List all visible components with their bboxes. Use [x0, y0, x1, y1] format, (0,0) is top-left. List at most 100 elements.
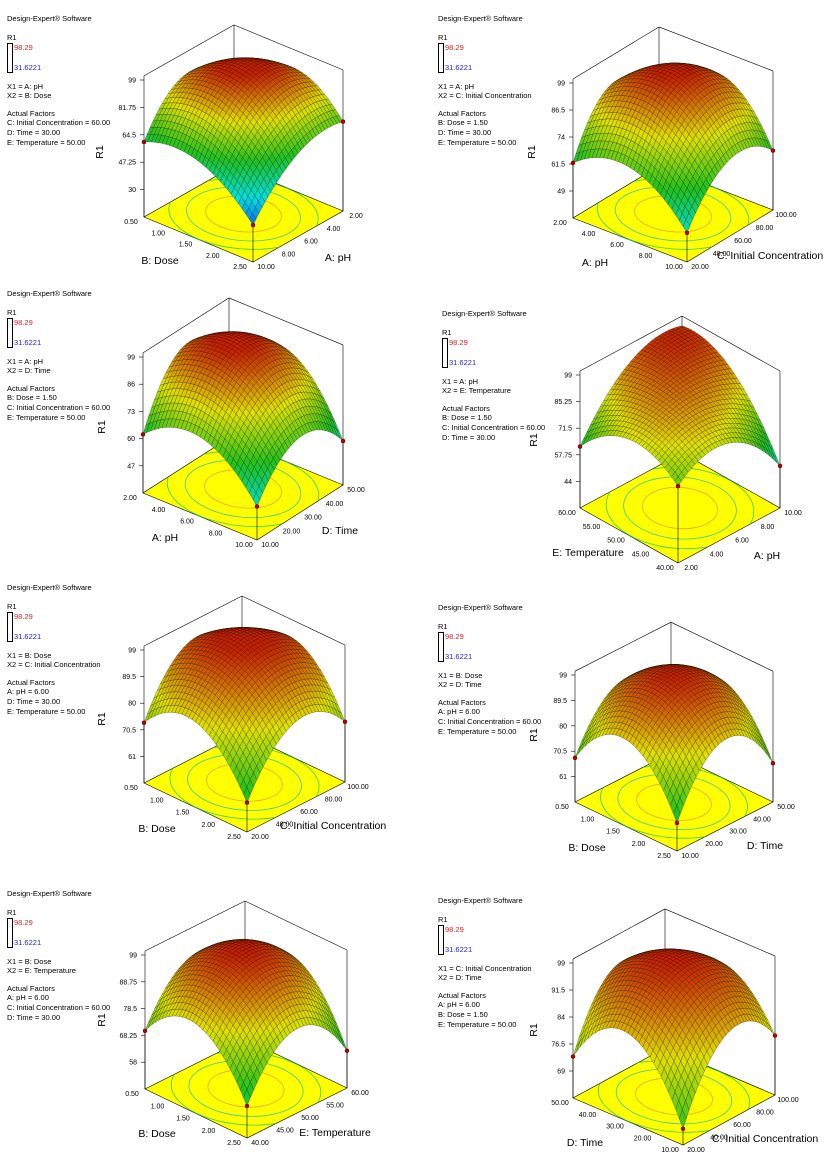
- z-tick-label: 49: [557, 189, 565, 196]
- design-point-marker: [341, 439, 345, 443]
- z-axis-label: R1: [528, 433, 540, 447]
- left-axis-label: A: pH: [582, 257, 608, 269]
- z-tick-label: 99: [127, 355, 135, 362]
- right-axis-label: A: pH: [325, 252, 351, 264]
- design-point-marker: [578, 445, 582, 449]
- right-axis-tick-label: 2.00: [684, 565, 698, 572]
- z-axis-label: R1: [96, 420, 108, 434]
- left-axis-tick-label: 1.50: [176, 810, 190, 817]
- left-axis-tick-label: 8.00: [209, 530, 223, 537]
- design-point-marker: [343, 720, 347, 724]
- design-point-marker: [676, 484, 680, 488]
- left-axis-tick-label: 55.00: [583, 524, 601, 531]
- right-axis-tick-label: 80.00: [756, 225, 774, 232]
- z-tick-label: 60: [127, 436, 135, 443]
- right-axis-tick-label: 10.00: [784, 510, 802, 517]
- left-axis-tick-label: 2.00: [206, 253, 220, 260]
- left-axis-label: B: Dose: [141, 255, 179, 267]
- z-tick-label: 47: [127, 463, 135, 470]
- right-axis-label: C: Initial Concentration: [280, 820, 386, 832]
- left-axis-label: E: Temperature: [552, 547, 624, 559]
- right-axis-tick-label: 4.00: [327, 226, 341, 233]
- right-axis-tick-label: 40.00: [326, 501, 344, 508]
- left-axis-tick-label: 60.00: [558, 510, 576, 517]
- right-axis-tick-label: 100.00: [775, 212, 797, 219]
- z-tick-label: 64.5: [122, 132, 136, 139]
- design-point-marker: [142, 140, 146, 144]
- box-edge: [671, 622, 773, 671]
- left-axis-tick-label: 0.50: [124, 219, 138, 226]
- z-tick-label: 80: [128, 701, 136, 708]
- left-axis-tick-label: 2.00: [201, 822, 215, 829]
- right-axis-tick-label: 8.00: [282, 251, 296, 258]
- z-tick-label: 99: [557, 81, 565, 88]
- surface-plot: 4457.7571.585.259960.0055.0050.0045.0040…: [420, 300, 827, 590]
- box-edge: [575, 622, 671, 671]
- design-point-marker: [142, 721, 146, 725]
- z-tick-label: 85.25: [554, 399, 572, 406]
- left-axis-tick-label: 6.00: [180, 519, 194, 526]
- z-tick-label: 89.5: [122, 674, 136, 681]
- design-point-marker: [255, 505, 259, 509]
- z-tick-label: 47.25: [118, 160, 136, 167]
- z-tick-label: 61.5: [551, 162, 565, 169]
- left-axis-tick-label: 2.00: [553, 220, 567, 227]
- right-axis-tick-label: 50.00: [347, 487, 365, 494]
- z-tick-label: 99: [128, 78, 136, 85]
- left-axis-label: B: Dose: [138, 823, 176, 835]
- design-point-marker: [771, 149, 775, 153]
- left-axis-tick-label: 4.00: [152, 507, 166, 514]
- z-axis-label: R1: [526, 145, 538, 159]
- z-tick-label: 57.75: [554, 452, 572, 459]
- right-axis-label: D: Time: [322, 525, 358, 537]
- design-point-marker: [571, 161, 575, 165]
- left-axis-tick-label: 10.00: [235, 542, 253, 549]
- z-tick-label: 99: [128, 648, 136, 655]
- design-point-marker: [778, 464, 782, 468]
- z-tick-label: 86.5: [551, 108, 565, 115]
- z-axis-label: R1: [96, 712, 108, 726]
- z-tick-label: 86: [127, 382, 135, 389]
- right-axis-label: A: pH: [754, 550, 780, 562]
- right-axis-tick-label: 20.00: [283, 528, 301, 535]
- right-axis-tick-label: 6.00: [304, 239, 318, 246]
- z-tick-label: 74: [557, 135, 565, 142]
- design-point-marker: [251, 223, 255, 227]
- left-axis-tick-label: 2.50: [233, 264, 247, 271]
- left-axis-tick-label: 10.00: [665, 264, 683, 271]
- design-point-marker: [245, 801, 249, 805]
- right-axis-tick-label: 8.00: [761, 524, 775, 531]
- z-tick-label: 70.5: [122, 727, 136, 734]
- z-tick-label: 73: [127, 409, 135, 416]
- right-axis-tick-label: 60.00: [734, 238, 752, 245]
- left-axis-tick-label: 0.50: [124, 785, 138, 792]
- z-tick-label: 44: [564, 479, 572, 486]
- z-tick-label: 30: [128, 187, 136, 194]
- right-axis-tick-label: 10.00: [257, 264, 275, 271]
- right-axis-tick-label: 20.00: [691, 264, 709, 271]
- left-axis-tick-label: 2.00: [123, 495, 137, 502]
- z-tick-label: 61: [128, 754, 136, 761]
- left-axis-label: A: pH: [152, 532, 178, 544]
- left-axis-tick-label: 8.00: [639, 253, 653, 260]
- left-axis-tick-label: 6.00: [610, 242, 624, 249]
- software-label: Design-Expert® Software: [7, 584, 92, 592]
- design-point-marker: [341, 120, 345, 124]
- left-axis-tick-label: 2.50: [227, 834, 241, 841]
- right-axis-tick-label: 60.00: [300, 809, 318, 816]
- left-axis-tick-label: 1.00: [151, 230, 165, 237]
- left-axis-tick-label: 1.00: [150, 797, 164, 804]
- z-tick-label: 81.75: [118, 105, 136, 112]
- z-axis-label: R1: [94, 145, 106, 159]
- right-axis-tick-label: 30.00: [304, 515, 322, 522]
- right-axis-tick-label: 4.00: [710, 551, 724, 558]
- left-axis-tick-label: 50.00: [607, 538, 625, 545]
